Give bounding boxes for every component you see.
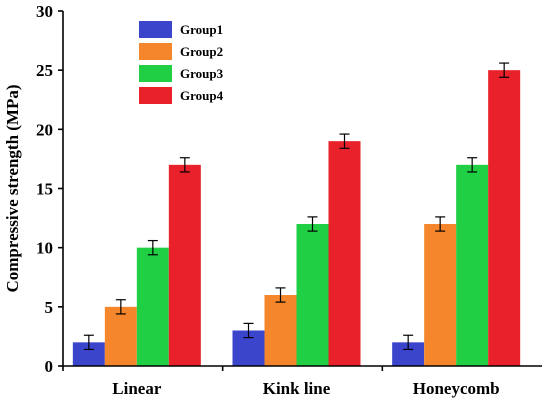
y-tick-label: 15 — [36, 180, 53, 199]
bars-layer — [72, 62, 521, 367]
x-tick-label: Honeycomb — [413, 379, 500, 398]
legend-swatch — [139, 43, 172, 60]
bar-group1-honeycomb — [392, 342, 425, 366]
error-bar-group1-honeycomb — [403, 334, 414, 351]
error-bar-group3-kink-line — [307, 216, 318, 232]
error-bar-group4-honeycomb — [499, 62, 510, 78]
error-bar-group3-honeycomb — [467, 157, 478, 173]
bar-group3-kink-line — [296, 224, 329, 366]
legend-item-group4: Group4 — [139, 87, 224, 104]
bar-group3-linear — [136, 247, 169, 366]
y-tick-label: 10 — [36, 239, 53, 258]
error-bar-group1-linear — [83, 334, 94, 351]
bar-group3-honeycomb — [456, 164, 489, 366]
legend-label: Group4 — [180, 88, 224, 103]
error-bar-group4-linear — [179, 157, 190, 173]
legend-item-group1: Group1 — [139, 21, 223, 38]
error-bar-group2-linear — [115, 299, 126, 315]
bar-group1-linear — [72, 342, 105, 366]
bar-group4-kink-line — [328, 141, 361, 366]
bar-group4-honeycomb — [488, 70, 521, 367]
y-tick-label: 20 — [36, 120, 53, 139]
legend-label: Group3 — [180, 66, 224, 81]
legend-swatch — [139, 21, 172, 38]
y-tick-label: 5 — [45, 298, 54, 317]
legend-label: Group1 — [180, 22, 223, 37]
x-tick-label: Linear — [112, 379, 162, 398]
error-bar-group4-kink-line — [339, 133, 350, 149]
legend-swatch — [139, 87, 172, 104]
y-tick-label: 0 — [45, 357, 54, 376]
y-axis-title: Compressive strength (MPa) — [3, 84, 22, 292]
axes-layer: Linear Kink line Honeycomb 0 5 10 15 20 25 30 — [36, 2, 542, 398]
error-bar-group1-kink-line — [243, 322, 254, 339]
error-bar-group3-linear — [147, 239, 158, 256]
legend-item-group2: Group2 — [139, 43, 223, 60]
legend: Group1 Group2 Group3 Group4 — [139, 21, 224, 104]
bar-group4-linear — [168, 164, 201, 366]
y-tick-label: 30 — [36, 2, 53, 21]
legend-swatch — [139, 65, 172, 82]
legend-label: Group2 — [180, 44, 223, 59]
bar-group2-linear — [104, 306, 137, 366]
error-bar-group2-kink-line — [275, 287, 286, 303]
legend-item-group3: Group3 — [139, 65, 224, 82]
bar-group2-honeycomb — [424, 224, 457, 366]
x-tick-label: Kink line — [263, 379, 331, 398]
bar-group2-kink-line — [264, 295, 297, 366]
y-tick-label: 25 — [36, 61, 53, 80]
error-bar-group2-honeycomb — [435, 216, 446, 232]
